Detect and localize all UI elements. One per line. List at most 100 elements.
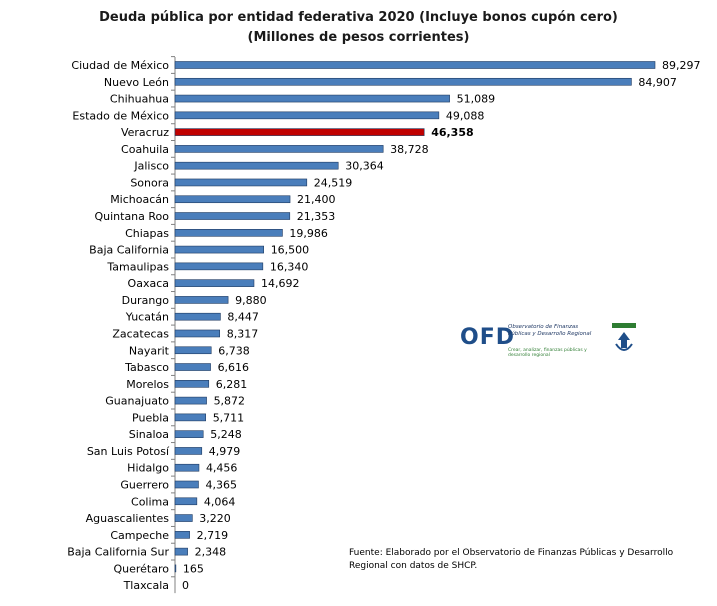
category-label: Morelos <box>126 378 169 391</box>
category-label: Campeche <box>110 529 169 542</box>
value-label: 21,353 <box>297 210 336 223</box>
value-label: 16,340 <box>270 260 309 273</box>
bar <box>174 363 211 371</box>
value-label: 16,500 <box>271 244 310 257</box>
category-label: Oaxaca <box>128 277 169 290</box>
category-label: Michoacán <box>110 193 169 206</box>
bar <box>174 396 207 405</box>
bar <box>174 564 177 573</box>
bar <box>174 61 656 69</box>
bar <box>174 497 198 506</box>
category-label: Nayarit <box>129 344 170 357</box>
category-label: Chiapas <box>125 227 169 240</box>
bar <box>174 480 199 489</box>
bar <box>174 547 188 556</box>
bar <box>174 161 339 170</box>
value-label: 3,220 <box>199 512 231 525</box>
category-label: Colima <box>131 495 169 508</box>
bar <box>174 413 206 422</box>
value-label: 30,364 <box>345 160 384 173</box>
value-label: 6,616 <box>218 361 250 374</box>
bar <box>174 463 200 472</box>
value-label: 5,248 <box>210 428 242 441</box>
bar <box>174 229 283 237</box>
category-label: Jalisco <box>133 160 169 173</box>
chart-subtitle: (Millones de pesos corrientes) <box>247 30 470 45</box>
value-label: 9,880 <box>235 294 266 307</box>
value-label: 165 <box>183 562 204 575</box>
bar <box>174 94 450 103</box>
logo-subtitle: Observatorio de Finanzas Públicas y Desa… <box>508 324 592 337</box>
value-label: 6,738 <box>218 344 250 357</box>
bar <box>174 430 204 438</box>
bar <box>174 111 440 120</box>
logo-wordmark: OFD <box>460 325 515 350</box>
category-label: Estado de México <box>72 109 169 122</box>
category-label: Coahuila <box>121 143 169 156</box>
value-label: 4,064 <box>204 495 236 508</box>
bar <box>174 77 632 86</box>
bar <box>174 145 384 153</box>
bar <box>174 195 291 204</box>
value-label: 46,358 <box>431 126 473 139</box>
category-label: Tamaulipas <box>106 260 169 273</box>
category-label: Sinaloa <box>129 428 169 441</box>
category-label: Guanajuato <box>105 395 169 408</box>
category-label: Aguascalientes <box>86 512 170 525</box>
bar <box>174 380 210 388</box>
bar <box>174 312 221 321</box>
category-label: Puebla <box>132 411 169 424</box>
category-label: Yucatán <box>125 311 169 324</box>
bar <box>174 262 264 271</box>
value-label: 38,728 <box>390 143 429 156</box>
bar <box>174 245 264 254</box>
category-label: Querétaro <box>113 562 169 575</box>
category-label: Nuevo León <box>104 76 169 89</box>
category-label: Sonora <box>130 176 169 189</box>
category-label: Tlaxcala <box>123 579 169 592</box>
bar <box>174 447 203 455</box>
source-note: Fuente: Elaborado por el Observatorio de… <box>349 548 674 571</box>
value-label: 2,719 <box>197 529 229 542</box>
category-label: Durango <box>122 294 170 307</box>
value-label: 5,872 <box>214 395 246 408</box>
value-label: 8,447 <box>227 311 259 324</box>
category-label: Ciudad de México <box>71 59 169 72</box>
value-label: 89,297 <box>662 59 701 72</box>
category-label: San Luis Potosí <box>87 445 170 458</box>
bar <box>174 329 221 338</box>
value-label: 4,979 <box>209 445 241 458</box>
value-label: 24,519 <box>314 176 353 189</box>
value-label: 49,088 <box>446 109 485 122</box>
value-label: 4,456 <box>206 462 238 475</box>
category-label: Tabasco <box>124 361 169 374</box>
value-label: 6,281 <box>216 378 248 391</box>
value-label: 14,692 <box>261 277 300 290</box>
bar-highlighted <box>174 128 425 136</box>
value-label: 0 <box>182 579 189 592</box>
bar <box>174 531 190 539</box>
value-label: 19,986 <box>289 227 328 240</box>
value-label: 84,907 <box>638 76 677 89</box>
category-label: Quintana Roo <box>94 210 169 223</box>
value-label: 4,365 <box>205 479 237 492</box>
chart-title: Deuda pública por entidad federativa 202… <box>99 10 618 25</box>
ofd-logo: OFD Observatorio de Finanzas Públicas y … <box>460 320 645 365</box>
value-label: 51,089 <box>457 93 496 106</box>
value-label: 5,711 <box>213 411 245 424</box>
category-label: Veracruz <box>121 126 169 139</box>
category-label: Hidalgo <box>127 462 169 475</box>
category-label: Guerrero <box>120 479 169 492</box>
university-seal-icon <box>612 323 636 351</box>
bar <box>174 279 255 287</box>
bar <box>174 212 291 220</box>
bar <box>174 514 193 522</box>
value-label: 8,317 <box>227 327 259 340</box>
logo-tagline: Crear, analizar, finanzas públicas y des… <box>508 348 587 358</box>
category-label: Zacatecas <box>112 327 169 340</box>
bar <box>174 346 212 355</box>
value-label: 21,400 <box>297 193 336 206</box>
category-label: Baja California <box>89 244 169 257</box>
bar <box>174 296 229 304</box>
